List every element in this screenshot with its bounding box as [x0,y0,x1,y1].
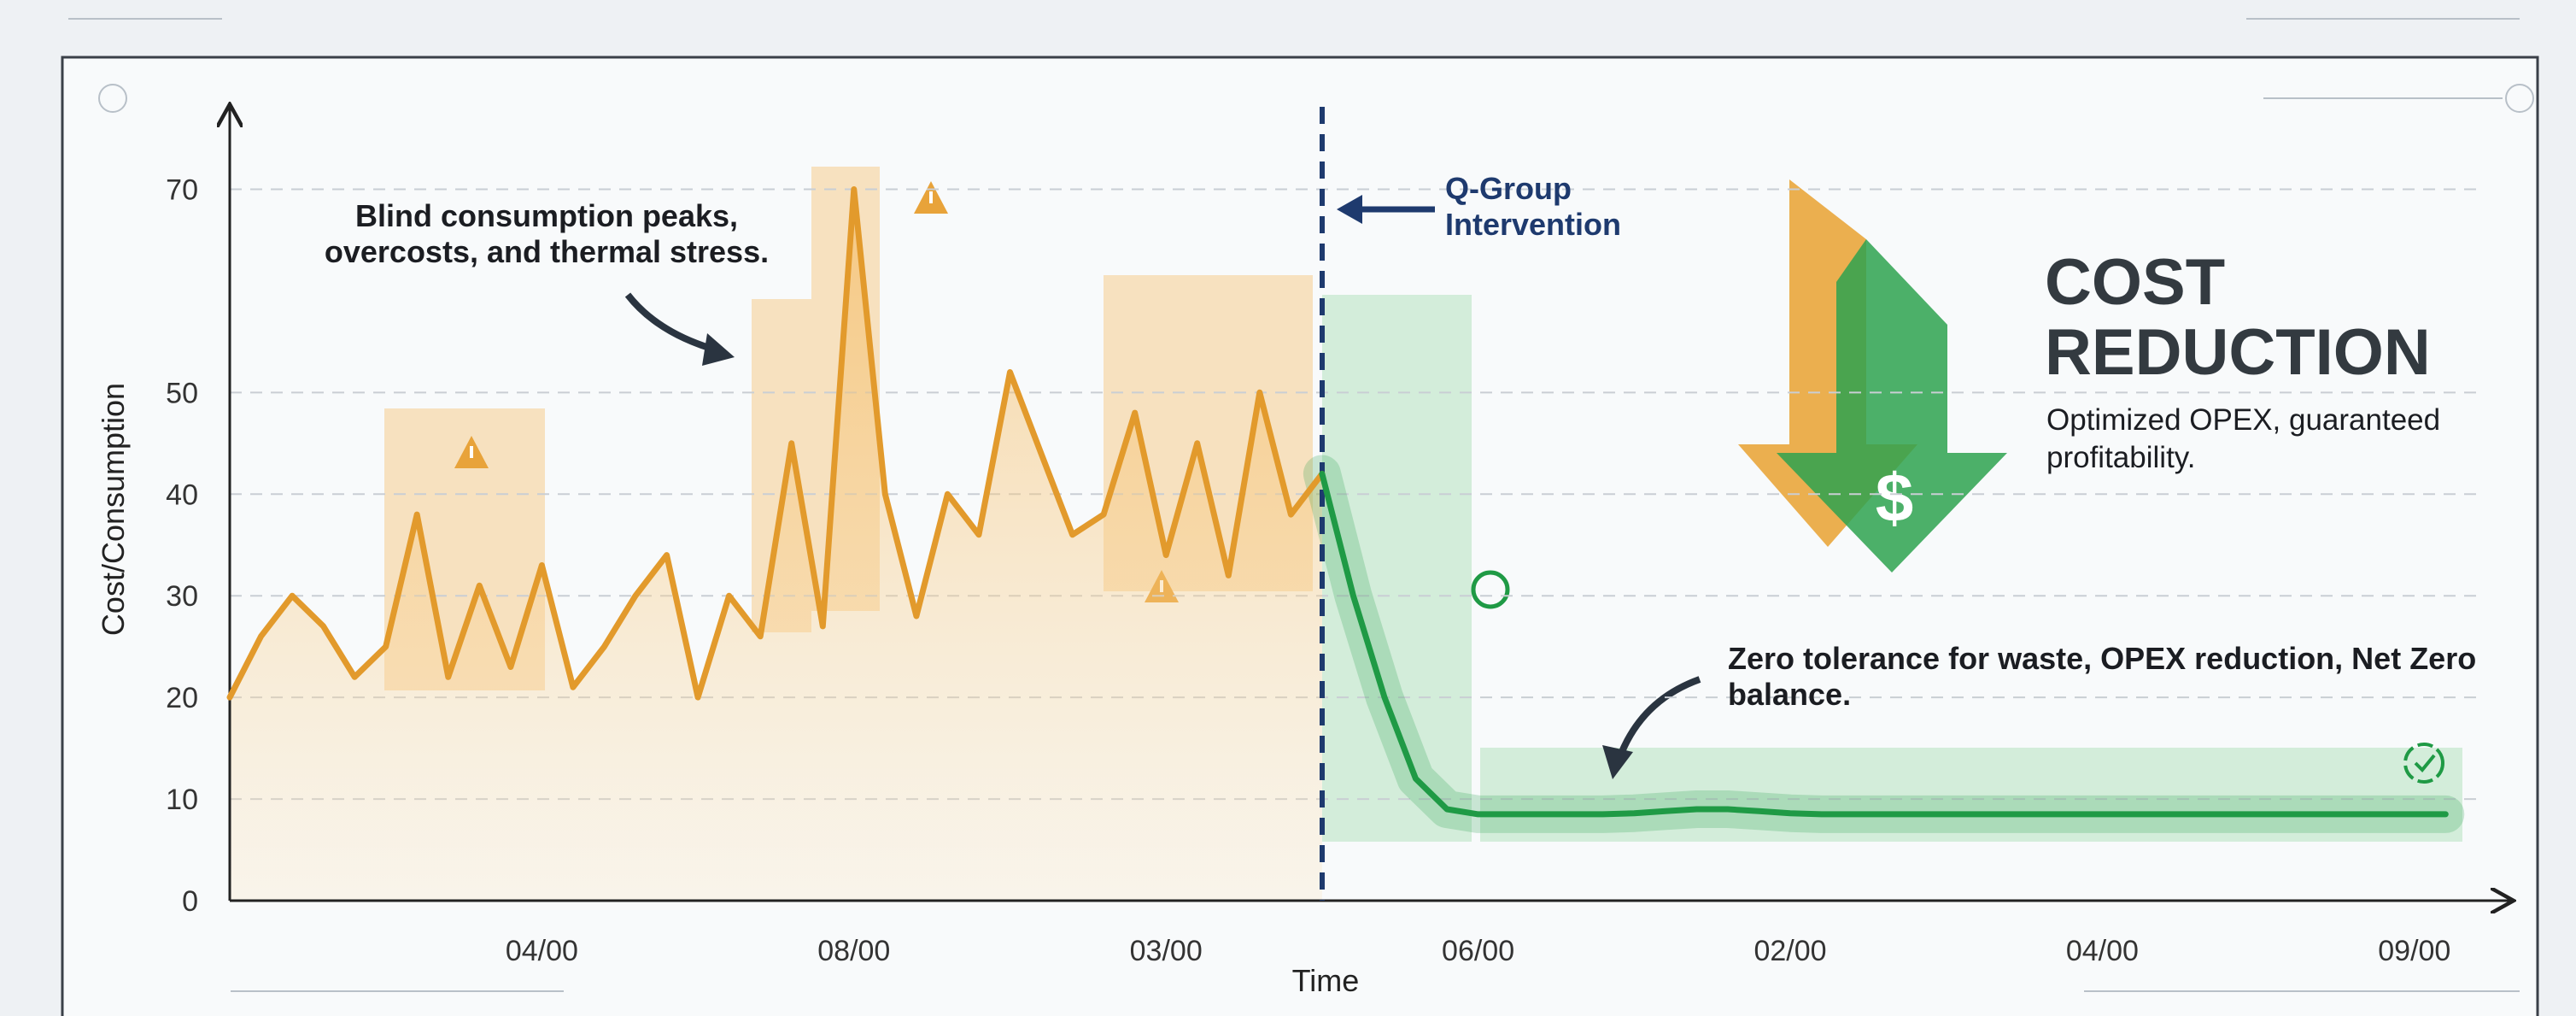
y-tick-label: 20 [166,682,198,714]
title: COST REDUCTION [2045,246,2431,389]
pointer-arrow [1602,745,1633,779]
y-tick-label: 0 [182,885,198,918]
pointer-arrow [1337,195,1362,224]
line [1319,471,2449,818]
highlight [1480,748,2462,842]
decor [98,84,127,113]
y-tick-label: 50 [166,377,198,409]
pointer-arrow [702,333,735,366]
x-tick-label: 04/00 [2066,935,2139,967]
annotation: Q-Group Intervention [1445,171,1622,242]
warning-icon [929,191,933,203]
x-tick-label: 03/00 [1130,935,1203,967]
y-tick-label: 40 [166,479,198,511]
timer-icon [1471,570,1510,609]
x-tick-label: 08/00 [817,935,890,967]
x-axis-label: Time [1292,963,1360,998]
x-tick-label: 04/00 [506,935,578,967]
check-icon [2414,754,2436,772]
line [226,186,1326,701]
check-icon [2403,743,2444,784]
annotation: Blind consumption peaks, overcosts, and … [324,198,770,269]
icon-label: $ [1876,460,1914,536]
x-tick-label: 06/00 [1442,935,1514,967]
annotation: Zero tolerance for waste, OPEX reduction… [1728,641,2477,712]
pointer-arrow [624,292,719,354]
cost-arrow [1777,239,2007,573]
y-tick-label: 30 [166,580,198,613]
y-tick-label: 10 [166,784,198,816]
decor [2505,84,2534,113]
x-tick-label: 09/00 [2378,935,2450,967]
pointer-arrow [1615,676,1701,762]
warning-icon [470,446,473,458]
x-tick-label: 02/00 [1753,935,1826,967]
y-tick-label: 70 [166,173,198,206]
y-axis-label: Cost/Consumption [96,383,131,636]
subtitle: Optimized OPEX, guaranteed profitability… [2046,403,2441,474]
